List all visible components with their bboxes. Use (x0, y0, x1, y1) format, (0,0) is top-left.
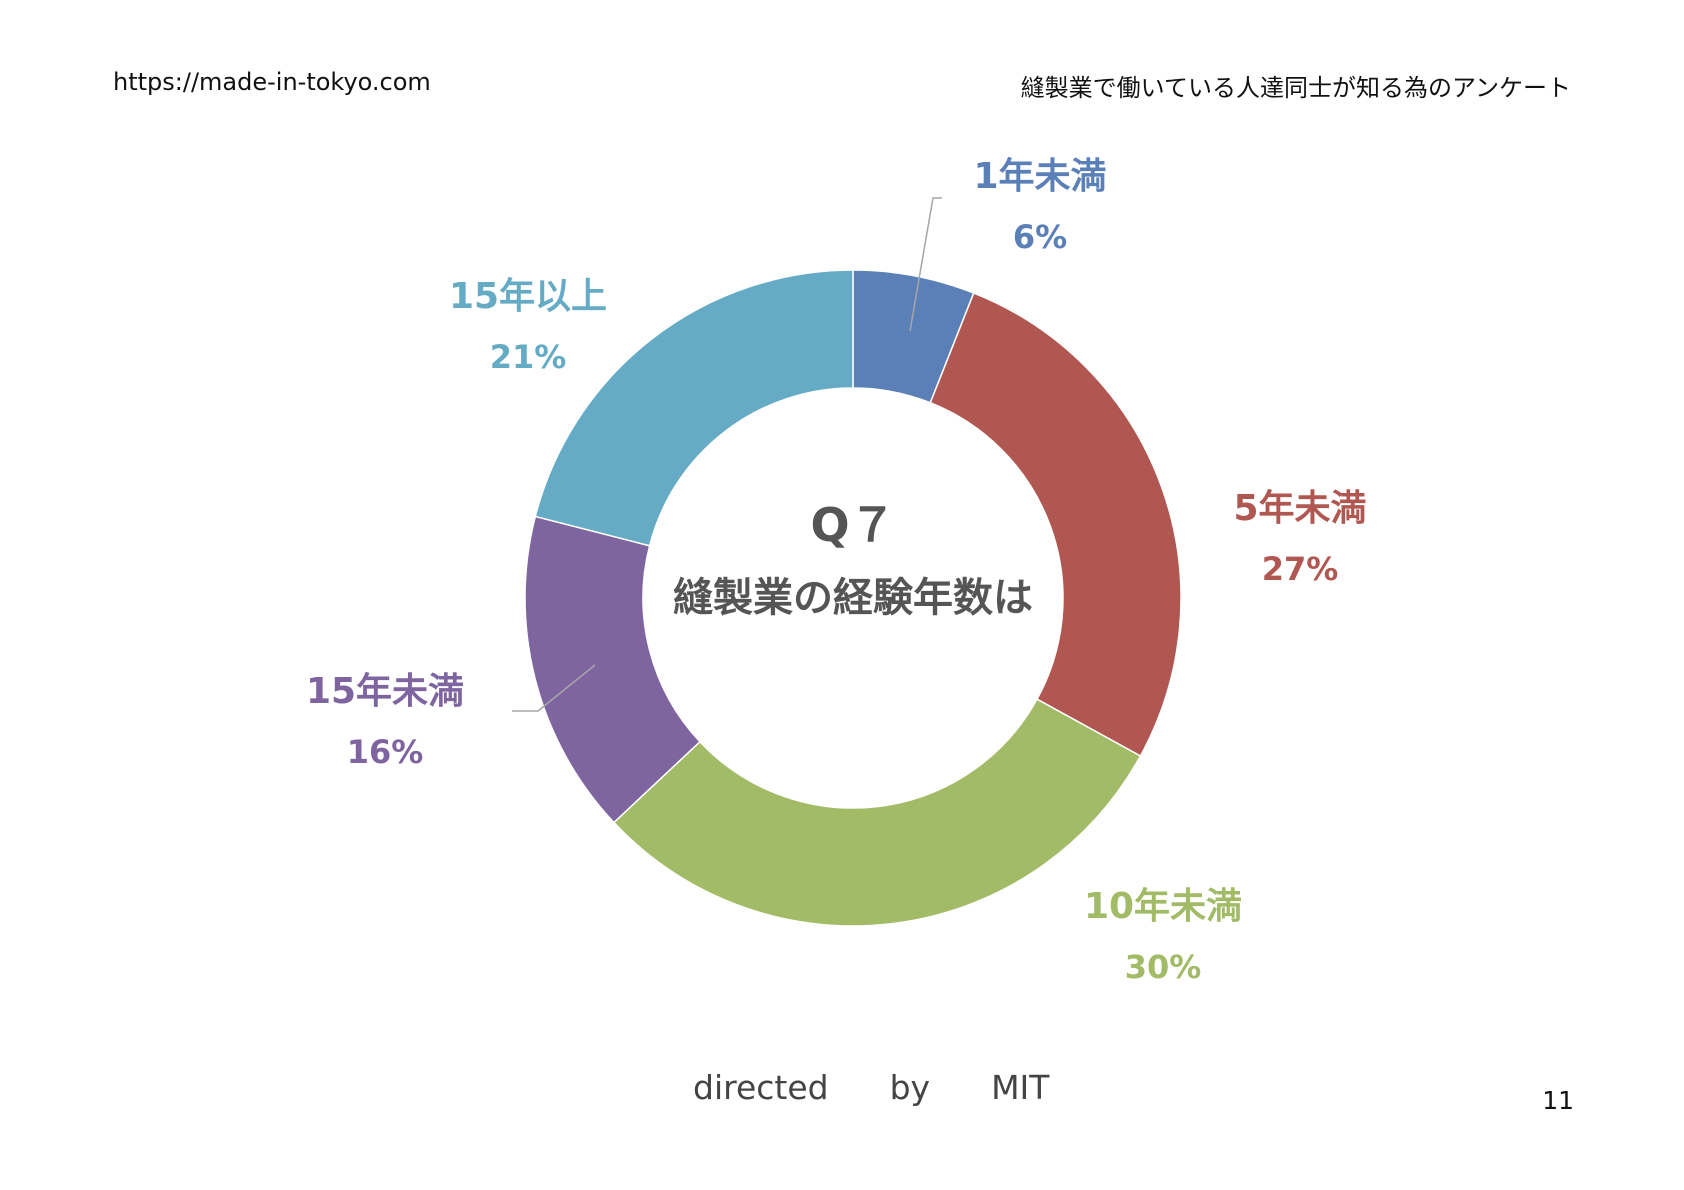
value-label-1: 6% (1013, 218, 1067, 256)
value-label-3: 30% (1125, 948, 1202, 986)
category-label-5: 15年以上 (449, 276, 607, 317)
footer-word-mit: MIT (991, 1068, 1050, 1107)
footer-word-directed: directed (693, 1068, 829, 1107)
category-label-2: 5年未満 (1233, 488, 1366, 529)
footer-credit: directed by MIT (693, 1068, 1049, 1107)
leader-line-4 (512, 664, 596, 712)
slice-3 (612, 698, 1142, 927)
footer-word-by: by (889, 1068, 931, 1107)
center-question-text: 縫製業の経験年数は (673, 575, 1033, 621)
category-label-3: 10年未満 (1084, 886, 1242, 927)
value-label-5: 21% (490, 338, 567, 376)
leader-lines (512, 197, 942, 712)
category-label-4: 15年未満 (306, 671, 464, 712)
survey-title: 縫製業で働いている人達同士が知る為のアンケート (1020, 74, 1571, 102)
donut-slices (524, 269, 1182, 927)
slice-5 (534, 269, 854, 547)
site-url: https://made-in-tokyo.com (113, 68, 431, 96)
center-question-number: Q７ (810, 498, 895, 552)
value-label-2: 27% (1262, 550, 1339, 588)
slice-labels: 1年未満 6% 5年未満 27% 10年未満 30% 15年未満 16% 15年以上 21% (306, 156, 1367, 986)
leader-line-1 (909, 197, 942, 332)
page-number: 11 (1542, 1086, 1574, 1115)
slice-2 (929, 292, 1182, 758)
value-label-4: 16% (347, 733, 424, 771)
category-label-1: 1年未満 (973, 156, 1106, 197)
